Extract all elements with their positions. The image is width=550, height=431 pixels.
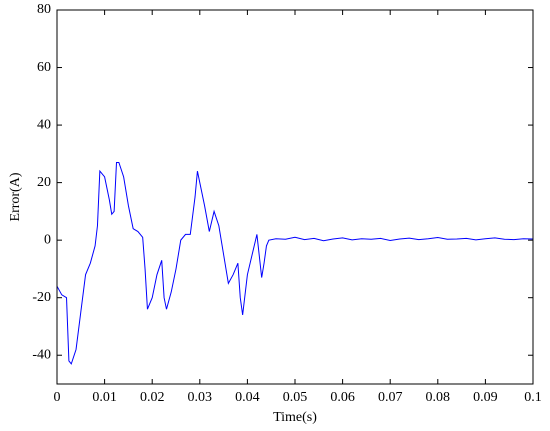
y-tick-label: 60 (37, 60, 51, 75)
plot-frame (56, 9, 534, 385)
y-tick-label: 40 (37, 117, 51, 132)
y-tick-label: 20 (37, 175, 51, 190)
x-tick-label: 0.07 (378, 390, 403, 405)
x-tick-label: 0.01 (92, 390, 117, 405)
x-tick-label: 0.04 (235, 390, 260, 405)
y-axis-label: Error(A) (8, 172, 23, 221)
y-tick-label: -20 (32, 290, 51, 305)
x-tick-label: 0.06 (330, 390, 355, 405)
y-tick-label: 0 (44, 232, 51, 247)
x-tick-label: 0.02 (140, 390, 165, 405)
x-tick-label: 0.05 (283, 390, 308, 405)
x-axis-label: Time(s) (273, 410, 317, 425)
x-tick-label: 0.08 (426, 390, 451, 405)
x-tick-label: 0 (54, 390, 61, 405)
x-tick-label: 0.1 (524, 390, 542, 405)
x-tick-label: 0.03 (188, 390, 213, 405)
y-tick-label: -40 (32, 347, 51, 362)
data-line (56, 161, 534, 365)
y-tick-label: 80 (37, 2, 51, 17)
x-tick-label: 0.09 (473, 390, 498, 405)
